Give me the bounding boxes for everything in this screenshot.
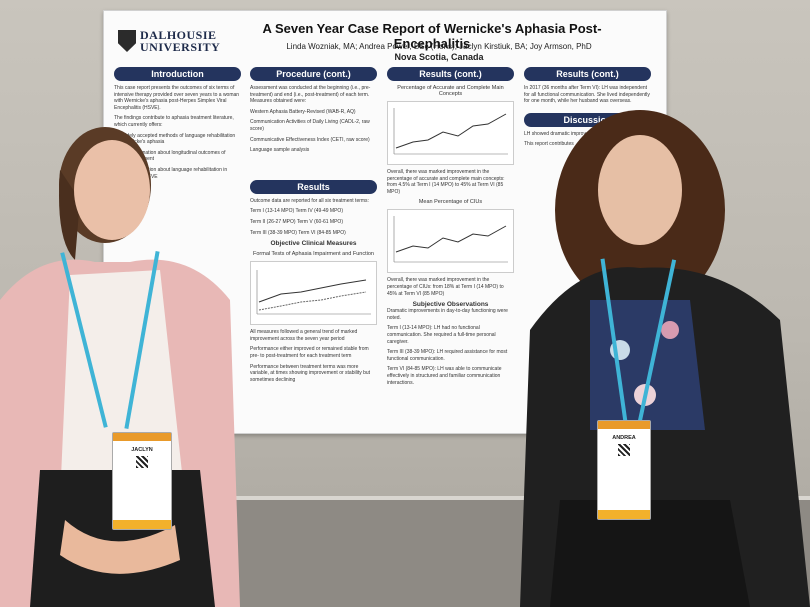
paragraph: Performance between treatment terms was …	[250, 363, 371, 383]
paragraph: Performance either improved or remained …	[250, 346, 369, 359]
person-right: ANDREA	[520, 0, 810, 607]
paragraph: Overall, there was marked improvement in…	[387, 169, 505, 195]
logo-line1: DALHOUSIE	[140, 28, 217, 42]
paragraph: Overall, there was marked improvement in…	[387, 277, 504, 297]
badge-name: JACLYN	[131, 447, 153, 453]
paragraph: In 2017 (36 months after Term VI): LH wa…	[524, 85, 650, 105]
name-badge: JACLYN	[112, 432, 172, 530]
section-header: Results (cont.)	[387, 67, 514, 81]
crest-icon	[118, 30, 136, 52]
paragraph: Communicative Effectiveness Index (CETI,…	[250, 136, 370, 143]
section-header: Introduction	[114, 67, 241, 81]
paragraph: Term VI (84-85 MPO): LH was able to comm…	[387, 366, 502, 386]
graph-title: Formal Tests of Aphasia Impairment and F…	[253, 251, 374, 258]
author-list: Linda Wozniak, MA; Andrea Power, BSc (Ho…	[286, 42, 592, 51]
paragraph: Outcome data are reported for all six tr…	[250, 197, 369, 204]
logo-line2: UNIVERSITY	[140, 40, 221, 54]
column-results: Results (cont.) Percentage of Accurate a…	[387, 67, 514, 390]
name-badge: ANDREA	[597, 420, 651, 520]
paragraph: Term I (13-14 MPO) Term IV (49-49 MPO)	[250, 208, 343, 215]
section-header: Procedure (cont.)	[250, 67, 377, 81]
paragraph: The findings contribute to aphasia treat…	[114, 115, 234, 128]
poster-title: A Seven Year Case Report of Wernicke's A…	[262, 21, 602, 51]
person-left: JACLYN	[0, 0, 250, 607]
graph-title: Mean Percentage of CIUs	[418, 199, 483, 206]
line-graph	[387, 209, 514, 274]
subheading: Objective Clinical Measures	[270, 240, 357, 248]
paragraph: Term III (38-39 MPO): LH required assist…	[387, 349, 508, 362]
paragraph: LH showed dramatic improvement	[524, 130, 600, 137]
university-logo: DALHOUSIE UNIVERSITY	[118, 29, 220, 53]
paragraph: No widely accepted methods of language r…	[114, 132, 236, 146]
paragraph: Western Aphasia Battery-Revised (WAB-R, …	[250, 108, 356, 115]
paragraph: Term III (38-39 MPO) Term VI (84-85 MPO)	[250, 229, 346, 236]
line-graph	[250, 261, 377, 326]
paragraph: This case report presents the outcomes o…	[114, 85, 240, 111]
paragraph: All measures followed a general trend of…	[250, 329, 358, 342]
paragraph: Language sample analysis	[250, 147, 310, 154]
badge-name: ANDREA	[612, 435, 636, 441]
section-header: Results	[250, 179, 377, 194]
qr-code-icon	[136, 456, 148, 468]
column-procedure: Procedure (cont.) Assessment was conduct…	[250, 67, 377, 387]
paragraph: Term I (13-14 MPO): LH had no functional…	[387, 325, 496, 345]
paragraph: Term II (26-27 MPO) Term V (60-61 MPO)	[250, 218, 343, 225]
location: Nova Scotia, Canada	[394, 52, 484, 62]
paragraph: This report contributes	[524, 141, 574, 148]
poster-authors: Linda Wozniak, MA; Andrea Power, BSc (Ho…	[274, 41, 604, 63]
subheading: Subjective Observations	[412, 301, 489, 309]
section-header: Results (cont.)	[524, 67, 651, 81]
paragraph: Communication Activities of Daily Living…	[250, 119, 370, 132]
paragraph: Assessment was conducted at the beginnin…	[250, 85, 371, 105]
graph-title: Percentage of Accurate and Complete Main…	[397, 85, 504, 97]
line-graph	[387, 101, 514, 165]
qr-code-icon	[618, 444, 630, 456]
paragraph: Dramatic improvements in day-to-day func…	[387, 308, 508, 321]
